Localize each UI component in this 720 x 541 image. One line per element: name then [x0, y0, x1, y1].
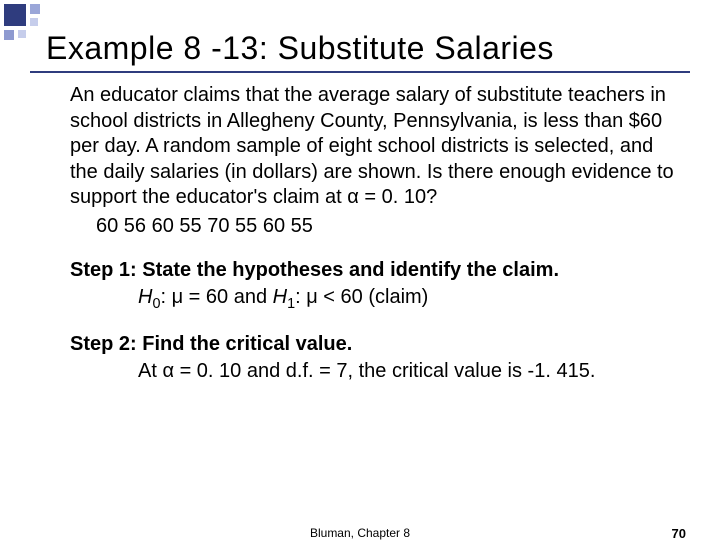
deco-square: [4, 4, 26, 26]
deco-square: [30, 18, 38, 26]
h1-sym: H: [273, 286, 287, 308]
h0-sym: H: [138, 286, 152, 308]
h0-text: : μ = 60 and: [160, 286, 272, 308]
footer-source: Bluman, Chapter 8: [310, 526, 410, 540]
deco-square: [4, 30, 14, 40]
slide-content: An educator claims that the average sala…: [0, 73, 720, 385]
step-1: Step 1: State the hypotheses and identif…: [70, 258, 676, 314]
page-number: 70: [672, 526, 686, 541]
h1-text: : μ < 60 (claim): [295, 286, 428, 308]
step-2-heading: Step 2: Find the critical value.: [70, 332, 676, 358]
deco-square: [18, 30, 26, 38]
step-2: Step 2: Find the critical value. At α = …: [70, 332, 676, 385]
data-values: 60 56 60 55 70 55 60 55: [70, 214, 676, 240]
step-1-body: H0: μ = 60 and H1: μ < 60 (claim): [70, 285, 676, 313]
problem-text: An educator claims that the average sala…: [70, 83, 676, 211]
corner-decoration: [0, 0, 120, 44]
deco-square: [30, 4, 40, 14]
h1-sub: 1: [287, 296, 295, 312]
step-1-heading: Step 1: State the hypotheses and identif…: [70, 258, 676, 284]
step-2-body: At α = 0. 10 and d.f. = 7, the critical …: [70, 359, 676, 385]
